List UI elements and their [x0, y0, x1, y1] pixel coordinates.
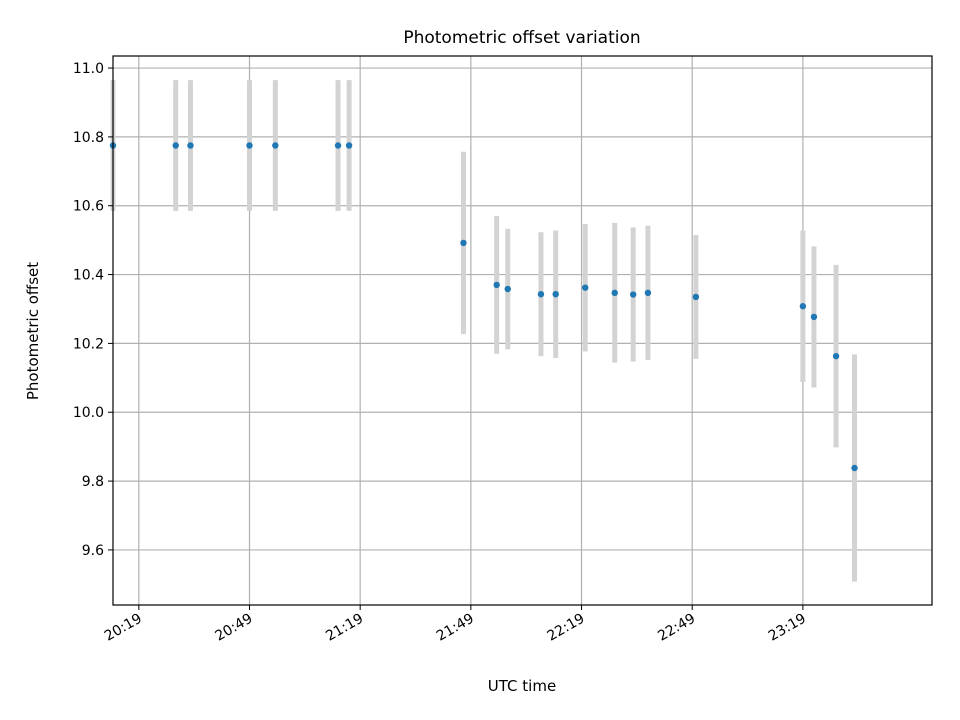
data-point — [504, 285, 511, 293]
data-point — [272, 142, 279, 149]
data-point — [611, 289, 618, 297]
data-point — [629, 291, 637, 298]
y-tick-label: 10.6 — [73, 199, 104, 215]
y-axis-ticks: 9.6 9.8 10.0 10.2 10.4 10.6 10.8 11.0 — [73, 61, 113, 559]
data-point — [493, 281, 500, 289]
y-tick-label: 10.4 — [73, 268, 104, 284]
data-point — [810, 313, 818, 321]
gridlines — [113, 56, 932, 605]
data-point — [460, 239, 467, 247]
data-point — [187, 142, 194, 149]
chart-title: Photometric offset variation — [403, 28, 640, 48]
data-point — [851, 464, 858, 472]
data-point — [552, 290, 559, 298]
data-point — [582, 284, 589, 291]
y-tick-label: 10.0 — [73, 405, 104, 421]
plot-frame — [112, 55, 933, 606]
y-tick-label: 11.0 — [73, 61, 104, 77]
x-axis-title: UTC time — [488, 677, 556, 695]
data-points — [109, 142, 858, 472]
data-point — [692, 293, 700, 301]
y-tick-label: 9.8 — [82, 474, 104, 490]
data-point — [334, 142, 342, 149]
y-tick-label: 9.6 — [82, 543, 104, 559]
y-axis-title: Photometric offset — [24, 262, 42, 400]
data-point — [832, 352, 840, 360]
y-tick-label: 10.2 — [73, 336, 104, 352]
data-point — [799, 303, 807, 310]
data-point — [172, 142, 179, 149]
data-point — [345, 142, 353, 149]
data-point — [246, 142, 253, 149]
data-point — [537, 290, 545, 298]
data-point — [644, 289, 652, 297]
y-tick-label: 10.8 — [73, 130, 104, 146]
